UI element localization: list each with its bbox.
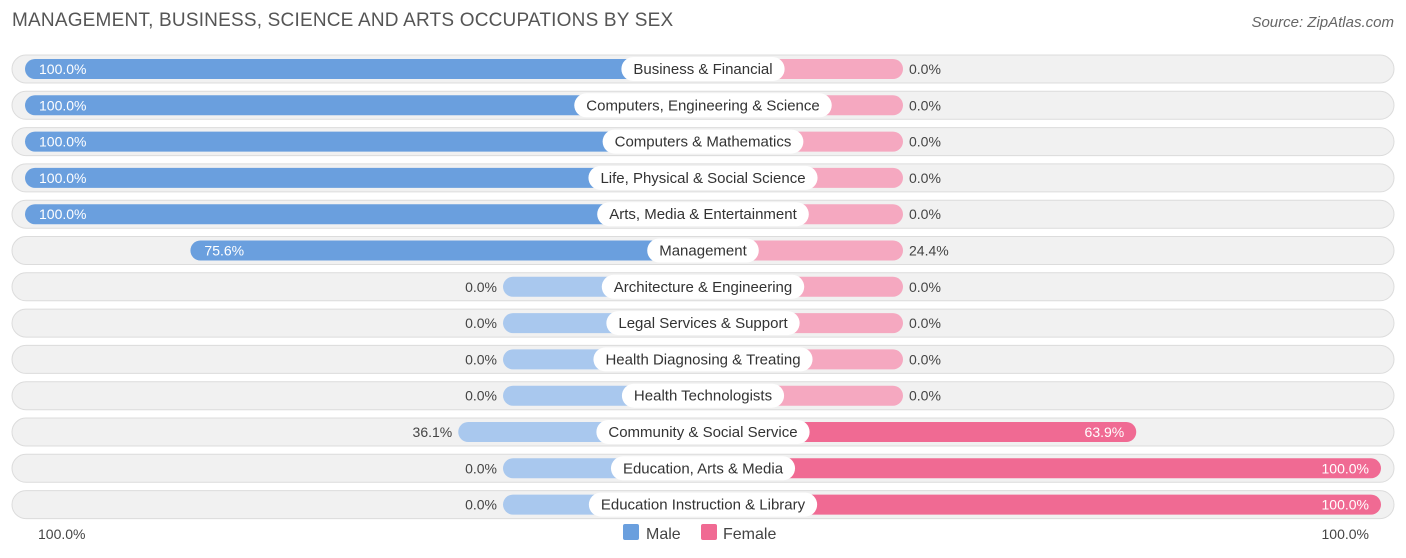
- legend-male-swatch: [623, 524, 639, 540]
- female-value-label: 0.0%: [909, 97, 941, 113]
- category-label-pill: [647, 238, 759, 263]
- female-value-label: 0.0%: [909, 206, 941, 222]
- male-value-label: 100.0%: [39, 97, 86, 113]
- category-label: Health Diagnosing & Treating: [605, 351, 800, 368]
- female-bar: [703, 422, 1137, 442]
- category-label-pill: [610, 456, 796, 481]
- male-value-label: 0.0%: [465, 460, 497, 476]
- male-bar: [25, 167, 703, 188]
- category-label: Education Instruction & Library: [601, 497, 806, 514]
- male-bar: [25, 131, 703, 152]
- female-value-label: 0.0%: [909, 279, 941, 295]
- male-bar: [25, 204, 703, 225]
- category-label: Architecture & Engineering: [614, 279, 792, 296]
- category-label: Health Technologists: [634, 388, 772, 405]
- axis-right-label: 100.0%: [1322, 526, 1369, 542]
- female-bar: [703, 458, 1381, 479]
- male-value-label: 100.0%: [39, 206, 86, 222]
- male-value-label: 0.0%: [465, 388, 497, 404]
- legend-female-swatch: [701, 524, 717, 540]
- male-value-label: 100.0%: [39, 170, 86, 186]
- female-bar: [703, 494, 1381, 515]
- category-label: Computers & Mathematics: [615, 134, 792, 151]
- female-value-label: 24.4%: [909, 243, 949, 259]
- category-label-pill: [621, 383, 785, 408]
- female-value-label: 100.0%: [1322, 460, 1369, 476]
- category-label-pill: [606, 311, 800, 336]
- category-label: Life, Physical & Social Science: [600, 170, 805, 187]
- male-bar: [25, 95, 703, 116]
- category-label-pill: [588, 492, 818, 517]
- female-value-label: 0.0%: [909, 170, 941, 186]
- category-label: Business & Financial: [633, 61, 772, 78]
- category-label-pill: [574, 93, 832, 118]
- category-label: Legal Services & Support: [618, 315, 788, 332]
- male-value-label: 0.0%: [465, 497, 497, 513]
- legend-male-label: Male: [646, 526, 681, 543]
- category-label: Education, Arts & Media: [623, 460, 784, 477]
- legend-female-label: Female: [723, 526, 776, 543]
- category-label-pill: [601, 274, 805, 299]
- category-label-pill: [596, 420, 810, 444]
- category-label-pill: [593, 347, 813, 372]
- male-value-label: 0.0%: [465, 279, 497, 295]
- female-value-label: 0.0%: [909, 315, 941, 331]
- female-value-label: 100.0%: [1322, 497, 1369, 513]
- female-value-label: 63.9%: [1085, 424, 1125, 440]
- category-label: Community & Social Service: [608, 424, 797, 441]
- male-bar: [190, 240, 703, 261]
- category-label-pill: [597, 202, 809, 227]
- male-value-label: 100.0%: [39, 61, 86, 77]
- male-value-label: 36.1%: [413, 424, 453, 440]
- category-label-pill: [588, 165, 818, 190]
- category-label-pill: [602, 129, 804, 154]
- male-value-label: 75.6%: [204, 243, 244, 259]
- chart-title: MANAGEMENT, BUSINESS, SCIENCE AND ARTS O…: [12, 10, 674, 31]
- male-bar: [25, 59, 703, 79]
- male-value-label: 0.0%: [465, 351, 497, 367]
- male-value-label: 100.0%: [39, 134, 86, 150]
- female-value-label: 0.0%: [909, 388, 941, 404]
- chart-source: Source: ZipAtlas.com: [1251, 14, 1394, 31]
- category-label: Computers, Engineering & Science: [586, 97, 819, 114]
- category-label-pill: [621, 57, 785, 81]
- female-value-label: 0.0%: [909, 351, 941, 367]
- female-value-label: 0.0%: [909, 61, 941, 77]
- female-value-label: 0.0%: [909, 134, 941, 150]
- axis-left-label: 100.0%: [38, 526, 85, 542]
- category-label: Arts, Media & Entertainment: [609, 206, 797, 223]
- male-value-label: 0.0%: [465, 315, 497, 331]
- category-label: Management: [659, 243, 747, 260]
